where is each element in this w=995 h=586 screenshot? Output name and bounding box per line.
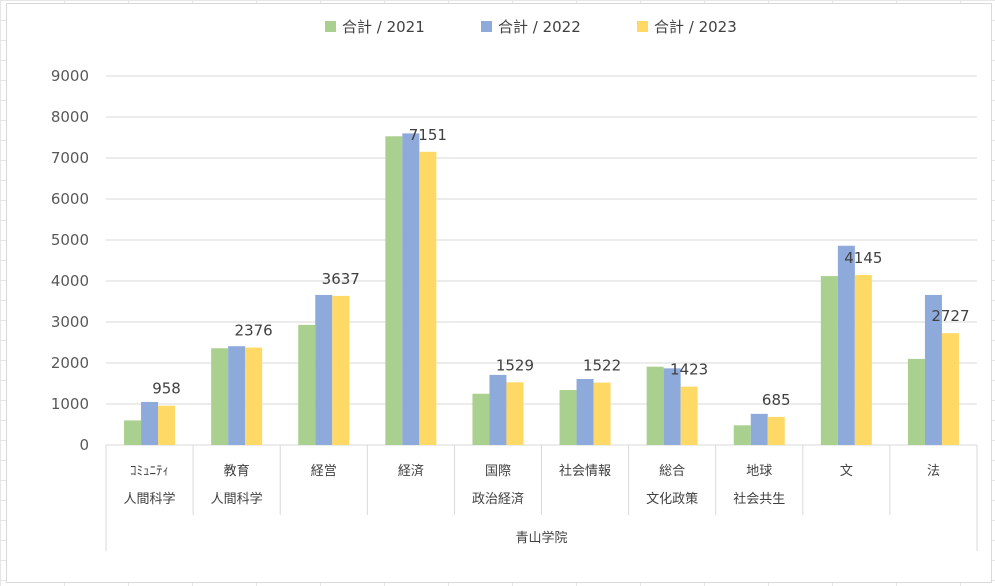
- group-label: 青山学院: [515, 530, 567, 546]
- category-label: 経済: [398, 463, 424, 479]
- bar-1-6: [559, 390, 577, 445]
- y-tick-label: 1000: [51, 395, 89, 413]
- data-label: 685: [762, 391, 791, 409]
- bar-1-4: [385, 136, 403, 445]
- chart-svg: 合計 / 2021 合計 / 2022 合計 / 2023 0 1000 2000 300…: [51, 18, 978, 551]
- category-label: 教育: [224, 463, 250, 479]
- y-tick-label: 3000: [51, 313, 89, 331]
- bar-2-10: [924, 294, 942, 445]
- legend: 合計 / 2021 合計 / 2022 合計 / 2023: [325, 18, 737, 36]
- bar-2-9: [837, 245, 855, 445]
- bars: [124, 133, 959, 445]
- y-tick-label: 0: [79, 436, 89, 454]
- legend-swatch: [325, 21, 336, 32]
- data-label: 1529: [496, 356, 534, 374]
- category-label: 文化政策: [646, 491, 698, 507]
- bar-1-10: [907, 358, 925, 445]
- y-tick-label: 5000: [51, 231, 89, 249]
- legend-label: 合計 / 2023: [654, 18, 737, 36]
- category-label: 地球: [746, 464, 772, 479]
- bar-2-6: [576, 378, 594, 445]
- data-label: 7151: [409, 126, 447, 144]
- category-label: 総合: [659, 464, 685, 479]
- bar-2-3: [315, 294, 333, 445]
- bar-1-3: [298, 324, 316, 445]
- data-label: 2376: [235, 322, 273, 340]
- legend-label: 合計 / 2022: [498, 18, 581, 36]
- category-label: 社会共生: [733, 491, 785, 507]
- bar-1-1: [124, 420, 142, 445]
- bar-3-7: [680, 386, 698, 445]
- bar-3-6: [593, 382, 611, 445]
- y-tick-label: 8000: [51, 108, 89, 126]
- data-label: 2727: [931, 307, 969, 325]
- bar-3-5: [506, 382, 524, 445]
- category-label: 国際: [485, 464, 511, 479]
- data-label: 3637: [322, 270, 360, 288]
- data-label: 4145: [844, 249, 882, 267]
- y-tick-label: 2000: [51, 354, 89, 372]
- category-label: ｺﾐｭﾆﾃｨ: [130, 464, 169, 479]
- legend-swatch: [481, 21, 492, 32]
- y-tick-label: 9000: [51, 67, 89, 85]
- y-tick-label: 6000: [51, 190, 89, 208]
- category-label: 政治経済: [472, 491, 524, 507]
- bar-1-7: [646, 366, 664, 445]
- bar-2-5: [489, 374, 507, 445]
- data-label: 1423: [670, 361, 708, 379]
- category-label: 法: [927, 464, 940, 479]
- bar-1-5: [472, 393, 490, 445]
- legend-swatch: [637, 21, 648, 32]
- bar-3-9: [854, 275, 872, 445]
- bar-1-8: [733, 425, 751, 445]
- chart-area: 合計 / 2021 合計 / 2022 合計 / 2023 0 1000 2000 300…: [6, 3, 992, 583]
- bar-2-4: [402, 133, 420, 445]
- y-tick-label: 4000: [51, 272, 89, 290]
- y-axis: 0 1000 2000 3000 4000 5000 6000 7000 8000 9000: [51, 67, 89, 454]
- data-label: 1522: [583, 357, 621, 375]
- bar-2-7: [663, 368, 681, 445]
- data-label: 958: [152, 380, 181, 398]
- bar-3-3: [332, 295, 350, 445]
- category-label: 経営: [311, 464, 337, 479]
- legend-label: 合計 / 2021: [342, 18, 425, 36]
- category-label: 社会情報: [559, 463, 611, 479]
- data-labels: 958 2376 3637 7151 1529 1522 1423 685 4145 2727: [152, 126, 969, 409]
- bar-3-4: [419, 151, 437, 445]
- category-label: 人間科学: [124, 491, 176, 507]
- bar-2-1: [141, 401, 159, 445]
- bar-3-8: [767, 416, 785, 445]
- y-tick-label: 7000: [51, 149, 89, 167]
- bar-2-2: [228, 346, 246, 445]
- bar-1-2: [211, 348, 229, 445]
- category-label: 文: [840, 464, 853, 479]
- bar-2-8: [750, 413, 768, 445]
- bar-3-10: [941, 333, 959, 445]
- bar-3-1: [158, 405, 176, 445]
- category-label: 人間科学: [211, 491, 263, 507]
- bar-1-9: [820, 276, 838, 445]
- bar-3-2: [245, 347, 263, 445]
